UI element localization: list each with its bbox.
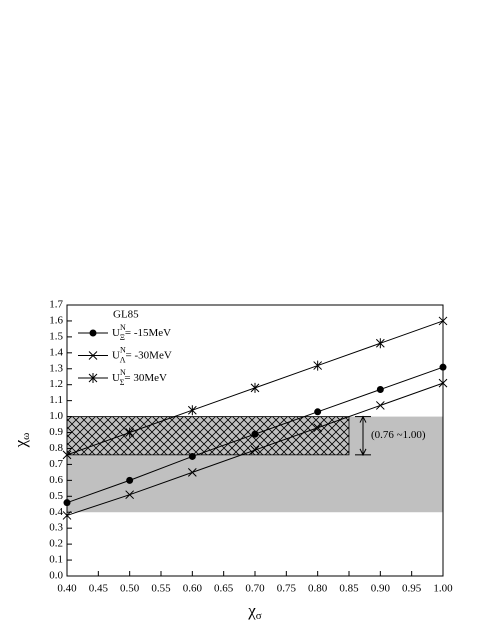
y-tick-label: 0.5 (49, 490, 63, 502)
x-tick-label: 0.90 (371, 583, 391, 595)
legend-text: Σ (120, 378, 125, 387)
annotation-arrowhead (359, 448, 367, 456)
marker (314, 408, 322, 416)
legend-marker (89, 329, 97, 337)
y-tick-label: 0.9 (49, 426, 63, 438)
y-tick-label: 1.5 (49, 330, 63, 342)
annotation-arrowhead (359, 415, 367, 423)
marker (125, 490, 135, 500)
legend-text: N (120, 368, 126, 377)
x-tick-label: 0.75 (277, 583, 297, 595)
y-tick-label: 1.6 (49, 314, 63, 326)
y-axis-label: χω (11, 433, 32, 449)
marker (376, 385, 384, 393)
legend-text: = -15MeV (125, 327, 171, 339)
y-tick-label: 1.0 (49, 410, 63, 422)
legend-label: UN Ξ= -15MeV (112, 323, 171, 342)
x-tick-label: 0.80 (308, 583, 328, 595)
legend-label: UN Λ= -30MeV (112, 345, 172, 364)
x-tick-label: 0.95 (402, 583, 422, 595)
y-tick-label: 0.7 (49, 458, 63, 470)
x-tick-label: 0.45 (89, 583, 109, 595)
x-tick-label: 0.40 (57, 583, 77, 595)
y-tick-label: 0.8 (49, 442, 63, 454)
x-tick-label: 0.65 (214, 583, 234, 595)
legend-text: U (112, 349, 120, 361)
x-tick-label: 0.70 (245, 583, 265, 595)
marker (250, 382, 260, 393)
legend-text: U (112, 372, 120, 384)
y-tick-label: 0.0 (49, 570, 63, 582)
legend-text: Λ (120, 355, 126, 364)
legend-marker (88, 373, 98, 383)
marker (250, 445, 260, 455)
annotation: (0.76 ~1.00) (371, 429, 426, 441)
y-tick-label: 0.1 (49, 554, 63, 566)
y-tick-label: 0.3 (49, 522, 63, 534)
marker (188, 452, 196, 460)
x-tick-label: 0.55 (151, 583, 171, 595)
marker (187, 405, 197, 416)
legend-text: = 30MeV (124, 372, 167, 384)
legend-text: N (120, 323, 126, 332)
y-tick-label: 0.6 (49, 474, 63, 486)
x-tick-label: 0.60 (183, 583, 203, 595)
y-tick-label: 1.4 (49, 346, 63, 358)
y-tick-label: 1.3 (49, 362, 63, 374)
x-tick-label: 1.00 (433, 583, 453, 595)
legend-marker (88, 351, 98, 360)
marker (126, 476, 134, 484)
marker (375, 401, 385, 410)
y-tick-label: 0.2 (49, 538, 63, 550)
marker (125, 427, 135, 438)
legend-text: U (112, 327, 120, 339)
legend-text: Ξ (120, 333, 125, 342)
legend-label: UN Σ= 30MeV (112, 368, 167, 387)
marker (313, 360, 323, 371)
marker (375, 338, 385, 349)
marker (251, 430, 259, 438)
y-tick-label: 0.4 (49, 506, 63, 518)
y-tick-label: 1.7 (49, 299, 63, 311)
marker (313, 423, 323, 433)
marker (187, 468, 197, 477)
x-tick-label: 0.50 (120, 583, 140, 595)
x-tick-label: 0.85 (339, 583, 359, 595)
legend-text: = -30MeV (126, 349, 172, 361)
legend-title: GL85 (113, 309, 139, 321)
legend-text: N (120, 345, 126, 354)
hatched-band (66, 416, 350, 456)
y-tick-label: 1.2 (49, 378, 63, 390)
y-tick-label: 1.1 (49, 394, 63, 406)
x-axis-label: χσ (247, 601, 262, 622)
